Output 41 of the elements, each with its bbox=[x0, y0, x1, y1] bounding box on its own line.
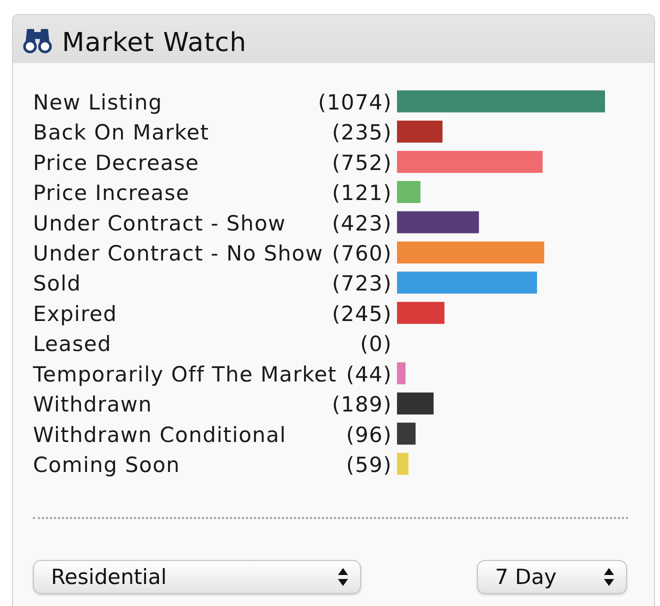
y-tick-label: Withdrawn Conditional bbox=[33, 422, 286, 447]
data-label: (423) bbox=[332, 211, 392, 236]
data-label: (752) bbox=[332, 150, 392, 175]
data-label: (723) bbox=[332, 272, 392, 296]
dropdown: Residential bbox=[33, 560, 361, 594]
data-label: (235) bbox=[332, 120, 392, 145]
y-tick-label: Leased bbox=[33, 332, 112, 356]
data-label: (245) bbox=[332, 302, 392, 326]
y-tick-label: Back On Market bbox=[33, 120, 210, 145]
bar bbox=[397, 241, 544, 264]
bar bbox=[397, 272, 538, 294]
y-tick-label: Sold bbox=[33, 272, 82, 296]
y-tick-label: Coming Soon bbox=[33, 452, 180, 477]
data-label: (760) bbox=[332, 242, 392, 266]
bar bbox=[397, 302, 444, 324]
y-tick-label: Under Contract - Show bbox=[33, 211, 286, 236]
bar bbox=[397, 362, 406, 384]
data-label: (189) bbox=[332, 392, 392, 417]
data-label: (121) bbox=[332, 181, 392, 206]
y-tick-label: Expired bbox=[33, 302, 118, 326]
data-label: (96) bbox=[346, 422, 392, 447]
dropdown: 7 Day bbox=[477, 560, 627, 594]
bar bbox=[397, 150, 543, 173]
data-label: (1074) bbox=[318, 90, 392, 114]
bar bbox=[397, 211, 479, 234]
y-tick-label: Under Contract - No Show bbox=[33, 242, 324, 266]
bar bbox=[397, 392, 434, 414]
text: Market Watch bbox=[62, 28, 247, 58]
y-tick-label: Price Increase bbox=[33, 181, 190, 206]
data-label: (44) bbox=[346, 362, 392, 386]
y-tick-label: New Listing bbox=[33, 90, 162, 114]
bar bbox=[397, 120, 443, 143]
y-tick-label: Withdrawn bbox=[33, 392, 152, 417]
y-tick-label: Price Decrease bbox=[33, 150, 200, 175]
y-tick-label: Temporarily Off The Market bbox=[32, 362, 337, 386]
bar bbox=[397, 90, 605, 112]
bar bbox=[397, 422, 416, 445]
data-label: (0) bbox=[360, 332, 392, 356]
bar bbox=[397, 181, 420, 204]
bar bbox=[397, 452, 408, 475]
data-label: (59) bbox=[346, 452, 392, 477]
